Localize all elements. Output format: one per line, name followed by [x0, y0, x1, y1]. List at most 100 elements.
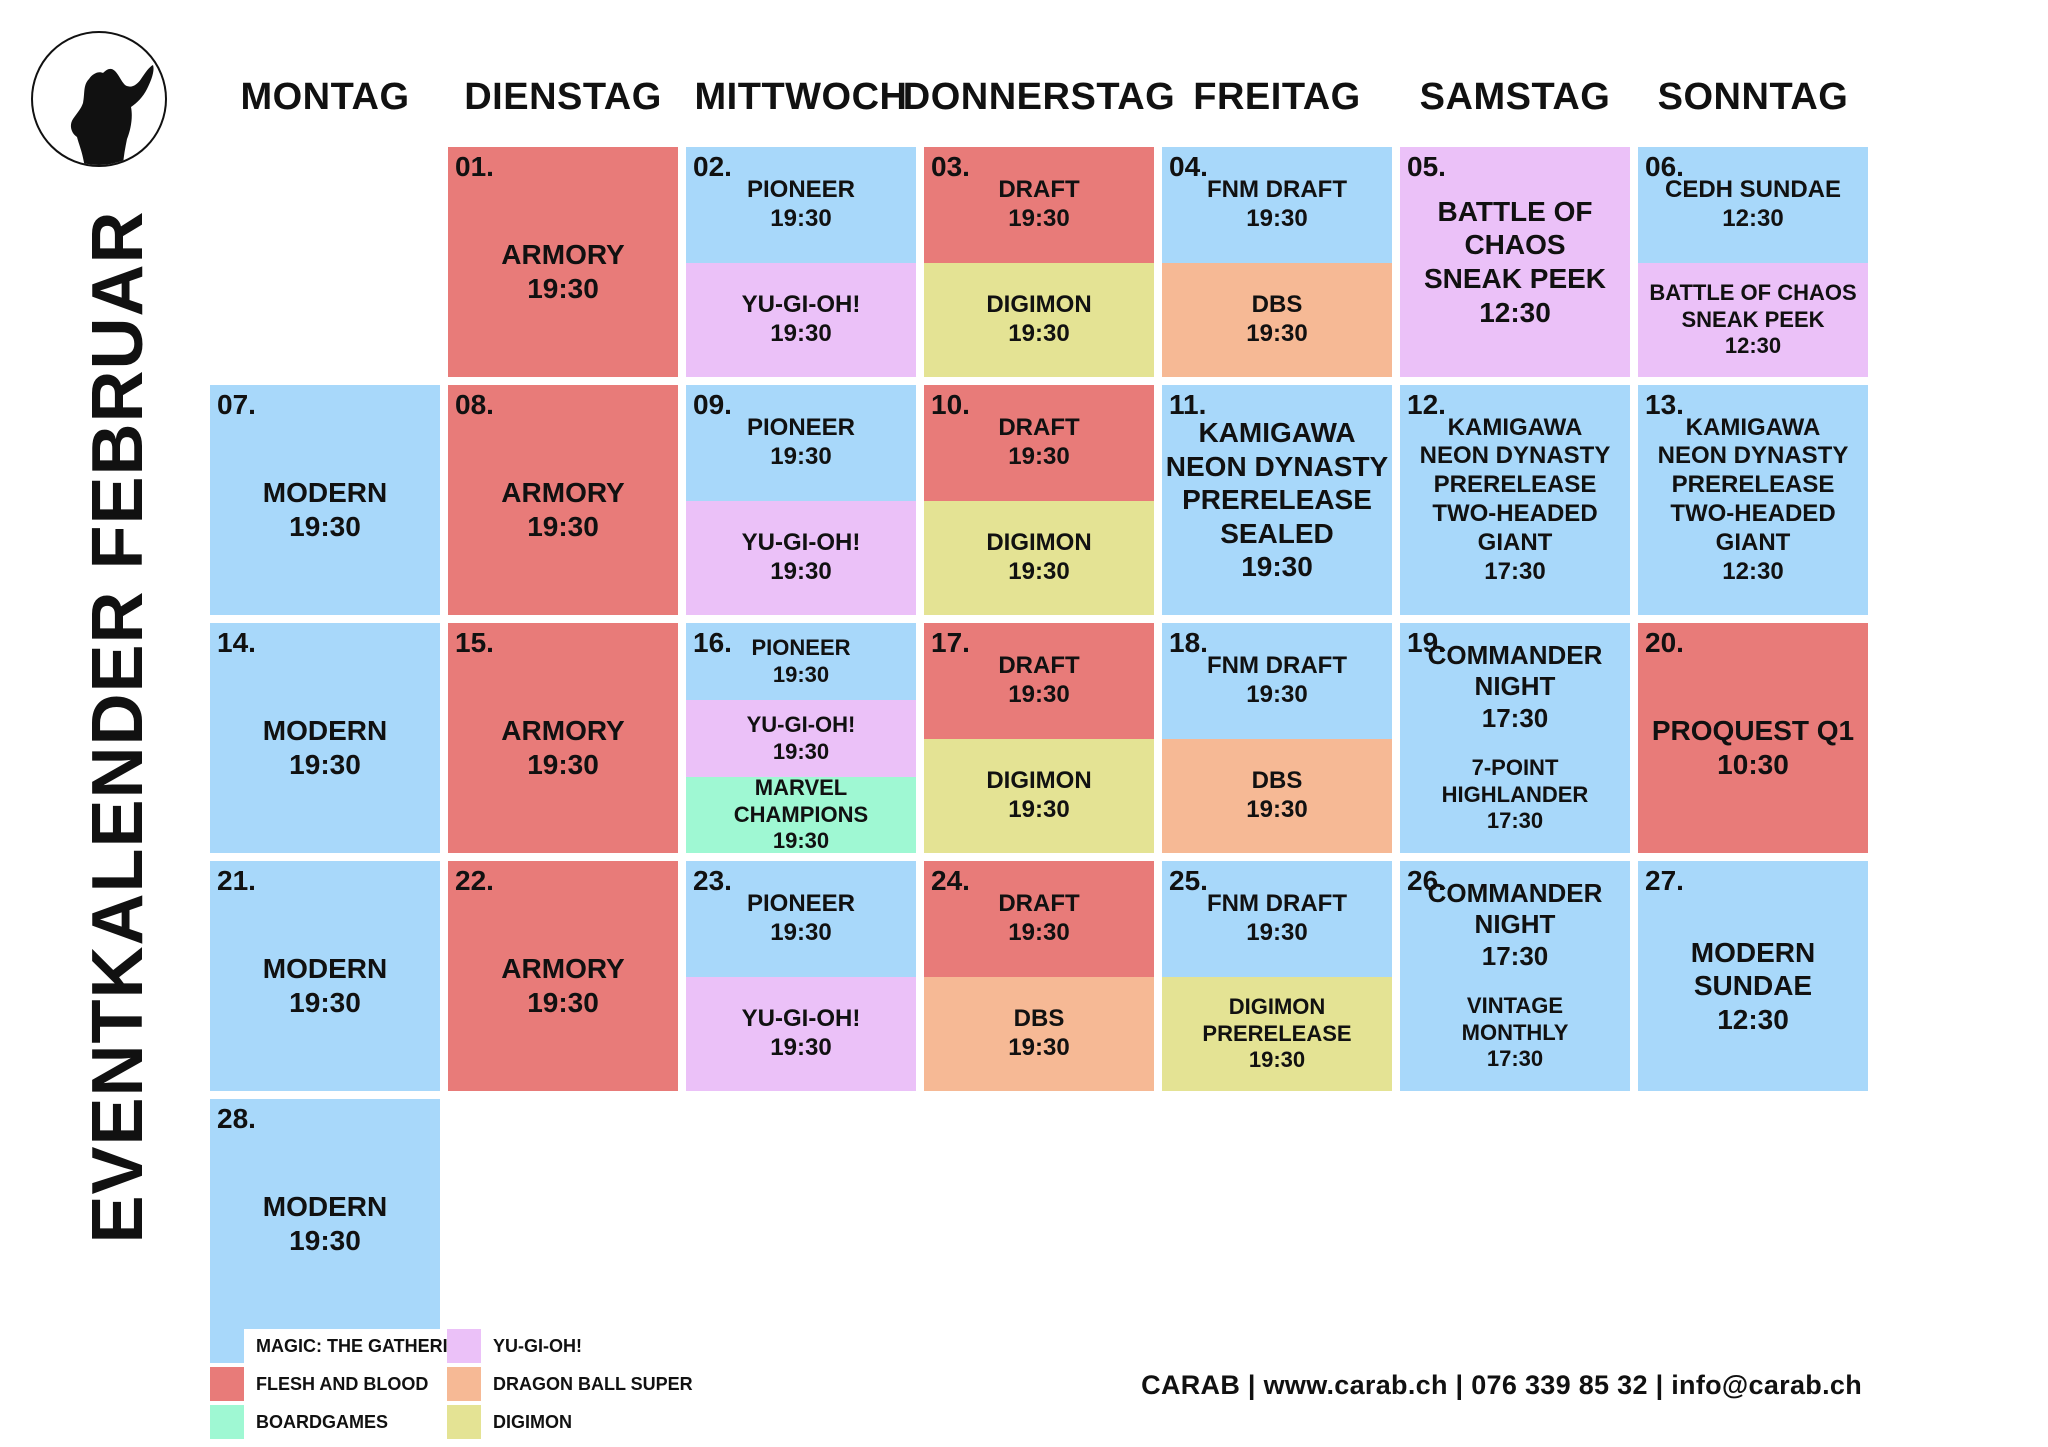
event-ygo: YU-GI-OH! 19:30 — [686, 700, 916, 777]
event-text: YU-GI-OH! 19:30 — [741, 529, 861, 585]
event-fab: DRAFT 19:30 — [924, 623, 1154, 739]
weekday-mittwoch: MITTWOCH — [694, 75, 908, 118]
weekday-sonntag: SONNTAG — [1657, 75, 1849, 118]
day-cell: 24. DRAFT 19:30 DBS 19:30 — [924, 861, 1154, 1091]
day-cell: 09. PIONEER 19:30 YU-GI-OH! 19:30 — [686, 385, 916, 615]
day-number: 04. — [1169, 151, 1208, 182]
day-cell: 16. PIONEER 19:30 YU-GI-OH! 19:30 MARVEL CH… — [686, 623, 916, 853]
event-text: DBS 19:30 — [1246, 767, 1308, 823]
day-number: 13. — [1645, 389, 1684, 420]
day-number: 18. — [1169, 627, 1208, 658]
event-mtg: KAMIGAWA NEON DYNASTY PRERELEASE TWO-HEA… — [1400, 385, 1630, 615]
day-cell: 17. DRAFT 19:30 DIGIMON 19:30 — [924, 623, 1154, 853]
day-number: 27. — [1645, 865, 1684, 896]
event-mtg: COMMANDER NIGHT 17:30 — [1400, 875, 1630, 975]
event-fab: DRAFT 19:30 — [924, 385, 1154, 501]
event-text: DRAFT 19:30 — [998, 414, 1080, 470]
event-mtg: PIONEER 19:30 — [686, 861, 916, 977]
event-text: DBS 19:30 — [1246, 291, 1308, 347]
day-number: 02. — [693, 151, 732, 182]
day-number: 20. — [1645, 627, 1684, 658]
event-text: DBS 19:30 — [1008, 1005, 1070, 1061]
day-number: 15. — [455, 627, 494, 658]
day-cell: 27. MODERN SUNDAE 12:30 — [1638, 861, 1868, 1091]
day-cell: 25. FNM DRAFT 19:30 DIGIMON PRERELEASE 19:… — [1162, 861, 1392, 1091]
event-text: FNM DRAFT 19:30 — [1207, 176, 1347, 232]
day-number: 01. — [455, 151, 494, 182]
event-brd: MARVEL CHAMPIONS 19:30 — [686, 775, 916, 853]
event-text: FNM DRAFT 19:30 — [1207, 652, 1347, 708]
page-title-text: EVENTKALENDER FEBRUAR — [78, 210, 158, 1244]
day-cell: 21. MODERN 19:30 — [210, 861, 440, 1091]
day-number: 07. — [217, 389, 256, 420]
day-cell: 26. COMMANDER NIGHT 17:30 VINTAGE MONTHLY … — [1400, 861, 1630, 1091]
legend-swatch — [210, 1329, 244, 1363]
day-number: 09. — [693, 389, 732, 420]
day-number: 25. — [1169, 865, 1208, 896]
weekday-montag: MONTAG — [240, 75, 410, 118]
day-cell: 23. PIONEER 19:30 YU-GI-OH! 19:30 — [686, 861, 916, 1091]
event-fab: DRAFT 19:30 — [924, 147, 1154, 263]
event-dbs: DBS 19:30 — [1162, 739, 1392, 853]
day-cell: 05. BATTLE OF CHAOS SNEAK PEEK 12:30 — [1400, 147, 1630, 377]
day-cell: 28. MODERN 19:30 — [210, 1099, 440, 1329]
day-number: 06. — [1645, 151, 1684, 182]
legend-label: DIGIMON — [493, 1411, 572, 1432]
legend-item: MAGIC: THE GATHERING — [210, 1329, 475, 1363]
weekday-donnerstag: DONNERSTAG — [902, 75, 1176, 118]
store-logo — [31, 31, 167, 167]
event-text: DRAFT 19:30 — [998, 890, 1080, 946]
event-dbs: DBS 19:30 — [1162, 263, 1392, 377]
event-text: YU-GI-OH! 19:30 — [741, 1005, 861, 1061]
day-cell: 03. DRAFT 19:30 DIGIMON 19:30 — [924, 147, 1154, 377]
event-ygo: YU-GI-OH! 19:30 — [686, 501, 916, 615]
day-cell: 04. FNM DRAFT 19:30 DBS 19:30 — [1162, 147, 1392, 377]
event-text: PIONEER 19:30 — [746, 414, 856, 470]
weekday-dienstag: DIENSTAG — [464, 75, 662, 118]
event-text: KAMIGAWA NEON DYNASTY PRERELEASE TWO-HEA… — [1657, 413, 1849, 585]
day-number: 21. — [217, 865, 256, 896]
event-text: FNM DRAFT 19:30 — [1207, 890, 1347, 946]
day-cell: 14. MODERN 19:30 — [210, 623, 440, 853]
legend-swatch — [210, 1405, 244, 1439]
event-text: PIONEER 19:30 — [751, 635, 851, 687]
legend-item: DRAGON BALL SUPER — [447, 1367, 693, 1401]
event-text: KAMIGAWA NEON DYNASTY PRERELEASE TWO-HEA… — [1419, 413, 1611, 585]
event-dig: DIGIMON 19:30 — [924, 501, 1154, 615]
event-mtg: MODERN 19:30 — [210, 623, 440, 853]
legend-item: FLESH AND BLOOD — [210, 1367, 428, 1401]
event-text: MODERN 19:30 — [262, 1191, 388, 1256]
weekday-samstag: SAMSTAG — [1419, 75, 1611, 118]
legend-item: BOARDGAMES — [210, 1405, 388, 1439]
day-number: 19. — [1407, 627, 1446, 658]
event-dig: DIGIMON 19:30 — [924, 739, 1154, 853]
event-text: MODERN 19:30 — [262, 953, 388, 1018]
legend-label: YU-GI-OH! — [493, 1335, 582, 1356]
event-mtg: FNM DRAFT 19:30 — [1162, 623, 1392, 739]
legend-swatch — [447, 1405, 481, 1439]
day-number: 17. — [931, 627, 970, 658]
day-cell: 18. FNM DRAFT 19:30 DBS 19:30 — [1162, 623, 1392, 853]
legend-item: YU-GI-OH! — [447, 1329, 582, 1363]
event-mtg: FNM DRAFT 19:30 — [1162, 147, 1392, 263]
day-number: 10. — [931, 389, 970, 420]
day-cell: 08. ARMORY 19:30 — [448, 385, 678, 615]
legend-label: BOARDGAMES — [256, 1411, 389, 1432]
event-text: YU-GI-OH! 19:30 — [741, 291, 861, 347]
event-text: COMMANDER NIGHT 17:30 — [1427, 640, 1603, 733]
legend-swatch — [447, 1329, 481, 1363]
event-text: KAMIGAWA NEON DYNASTY PRERELEASE SEALED … — [1165, 417, 1389, 583]
event-text: BATTLE OF CHAOS SNEAK PEEK 12:30 — [1423, 195, 1607, 328]
event-mtg: PIONEER 19:30 — [686, 147, 916, 263]
event-mtg: KAMIGAWA NEON DYNASTY PRERELEASE TWO-HEA… — [1638, 385, 1868, 615]
event-text: PROQUEST Q1 10:30 — [1651, 715, 1855, 780]
day-cell: 15. ARMORY 19:30 — [448, 623, 678, 853]
legend-label: MAGIC: THE GATHERING — [256, 1335, 475, 1356]
event-text: DIGIMON 19:30 — [986, 529, 1092, 585]
day-cell: 19. COMMANDER NIGHT 17:30 7-POINT HIGHLAND… — [1400, 623, 1630, 853]
day-cell: 01. ARMORY 19:30 — [448, 147, 678, 377]
event-ygo: YU-GI-OH! 19:30 — [686, 977, 916, 1091]
event-text: DIGIMON 19:30 — [986, 291, 1092, 347]
day-number: 11. — [1169, 389, 1207, 420]
event-fab: ARMORY 19:30 — [448, 623, 678, 853]
